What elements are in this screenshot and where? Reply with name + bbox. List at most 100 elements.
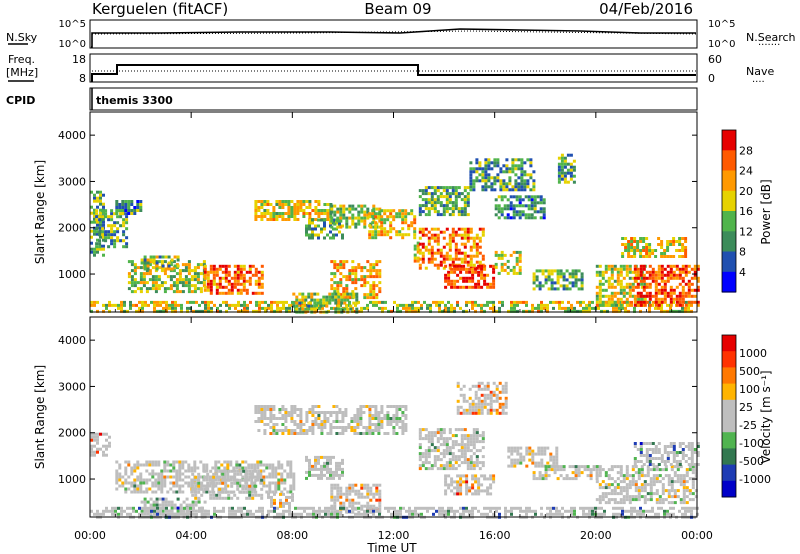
range-gate-cell: [372, 495, 376, 499]
range-gate-cell: [341, 429, 345, 432]
range-gate-cell: [401, 420, 405, 423]
range-gate-cell: [640, 483, 644, 487]
range-gate-cell: [245, 288, 249, 292]
range-gate-cell: [230, 276, 234, 280]
range-gate-cell: [278, 206, 282, 209]
range-gate-cell: [375, 275, 379, 279]
range-gate-cell: [342, 504, 346, 508]
range-gate-cell: [372, 219, 376, 223]
range-gate-cell: [90, 444, 93, 448]
range-gate-cell: [460, 213, 464, 217]
range-gate-cell: [507, 449, 511, 453]
range-gate-cell: [145, 290, 149, 294]
range-gate-cell: [690, 300, 694, 304]
range-gate-cell: [601, 492, 605, 496]
range-gate-cell: [627, 246, 631, 249]
range-gate-cell: [226, 460, 230, 464]
range-gate-cell: [287, 200, 291, 203]
range-gate-cell: [357, 219, 361, 223]
range-gate-cell: [121, 475, 125, 479]
range-gate-cell: [556, 477, 560, 481]
range-gate-cell: [503, 253, 507, 257]
range-gate-cell: [130, 200, 134, 203]
range-gate-cell: [254, 475, 258, 479]
range-gate-cell: [351, 510, 355, 514]
range-gate-cell: [637, 492, 641, 496]
range-gate-cell: [569, 177, 573, 181]
range-gate-cell: [227, 264, 231, 268]
range-gate-cell: [436, 446, 440, 450]
range-gate-cell: [622, 498, 626, 502]
range-gate-cell: [654, 249, 658, 252]
range-gate-cell: [619, 465, 623, 469]
range-gate-cell: [142, 278, 146, 282]
range-gate-cell: [378, 495, 382, 499]
range-gate-cell: [486, 393, 490, 397]
range-gate-cell: [468, 300, 471, 304]
range-gate-cell: [685, 468, 689, 472]
range-gate-cell: [265, 463, 269, 467]
range-gate-cell: [99, 247, 102, 251]
range-gate-cell: [460, 440, 464, 444]
range-gate-cell: [372, 303, 375, 307]
range-gate-cell: [612, 309, 615, 313]
range-gate-cell: [418, 210, 422, 214]
range-gate-cell: [360, 495, 364, 499]
range-gate-cell: [130, 275, 134, 279]
range-gate-cell: [184, 281, 188, 285]
range-gate-cell: [266, 417, 270, 420]
range-gate-cell: [342, 216, 346, 220]
range-gate-cell: [536, 195, 540, 199]
range-gate-cell: [532, 281, 536, 285]
range-gate-cell: [640, 474, 644, 478]
range-gate-cell: [639, 451, 643, 454]
range-tick-label: 1000: [58, 268, 86, 281]
range-gate-cell: [453, 267, 457, 271]
range-gate-cell: [102, 432, 105, 436]
range-gate-cell: [171, 306, 174, 310]
range-gate-cell: [661, 501, 665, 505]
range-gate-cell: [507, 455, 511, 459]
range-gate-cell: [556, 272, 560, 276]
range-gate-cell: [565, 278, 569, 282]
range-gate-cell: [445, 227, 449, 231]
range-gate-cell: [118, 203, 122, 206]
range-gate-cell: [574, 281, 578, 285]
range-gate-cell: [341, 470, 344, 474]
range-gate-cell: [341, 426, 345, 429]
range-gate-cell: [591, 300, 594, 304]
range-gate-cell: [377, 417, 381, 420]
range-gate-cell: [258, 306, 261, 310]
range-gate-cell: [555, 455, 559, 459]
range-gate-cell: [553, 287, 557, 291]
range-gate-cell: [469, 257, 473, 261]
range-gate-cell: [483, 384, 487, 388]
range-gate-cell: [199, 460, 203, 464]
range-gate-cell: [191, 478, 195, 482]
range-gate-cell: [598, 294, 602, 298]
range-gate-cell: [682, 492, 686, 496]
range-gate-cell: [481, 170, 485, 174]
range-gate-cell: [427, 239, 431, 243]
range-gate-cell: [500, 256, 504, 260]
range-gate-cell: [579, 309, 582, 313]
range-gate-cell: [90, 211, 93, 215]
range-gate-cell: [176, 264, 180, 268]
range-gate-cell: [271, 472, 275, 476]
range-gate-cell: [163, 260, 167, 264]
range-gate-cell: [687, 303, 690, 307]
range-gate-cell: [320, 429, 324, 432]
range-gate-cell: [429, 303, 432, 307]
range-gate-cell: [669, 309, 672, 313]
range-gate-cell: [601, 273, 605, 277]
range-gate-cell: [289, 484, 293, 488]
range-gate-cell: [475, 434, 479, 438]
range-gate-cell: [181, 472, 185, 476]
range-gate-cell: [395, 230, 399, 234]
range-gate-cell: [135, 303, 138, 307]
range-gate-cell: [162, 306, 165, 310]
range-gate-cell: [502, 188, 506, 192]
range-gate-cell: [637, 468, 641, 472]
range-gate-cell: [492, 381, 496, 385]
range-gate-cell: [157, 287, 161, 291]
